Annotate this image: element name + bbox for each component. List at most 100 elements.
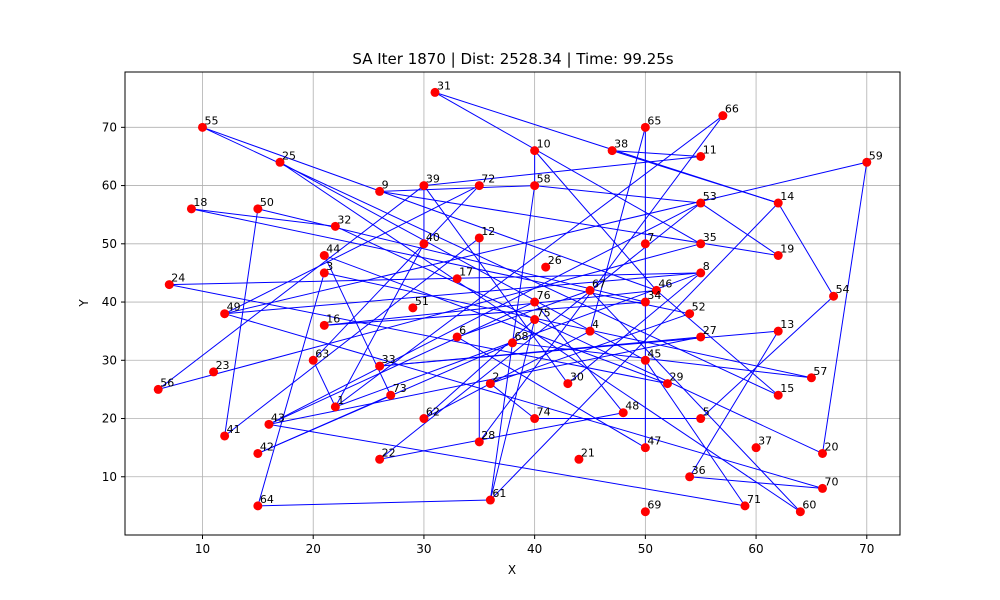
city-label-22: 22 <box>382 446 396 459</box>
city-label-59: 59 <box>869 149 883 162</box>
city-point-34 <box>640 297 650 307</box>
city-point-10 <box>530 146 540 156</box>
route-segment <box>324 301 646 326</box>
route-segment <box>423 155 701 187</box>
route-segment <box>478 115 724 443</box>
city-point-42 <box>253 448 263 458</box>
city-label-31: 31 <box>437 79 451 92</box>
city-point-26 <box>541 262 551 272</box>
route-segment <box>157 185 425 390</box>
route-segment <box>224 272 701 315</box>
city-label-62: 62 <box>426 406 440 419</box>
city-label-54: 54 <box>836 283 850 296</box>
city-label-2: 2 <box>492 371 499 384</box>
city-label-61: 61 <box>492 487 506 500</box>
route-segment <box>490 313 690 385</box>
city-point-51 <box>408 303 418 313</box>
city-point-48 <box>618 408 628 418</box>
city-label-32: 32 <box>337 213 351 226</box>
route-segment <box>335 225 823 454</box>
city-label-43: 43 <box>271 411 285 424</box>
city-point-20 <box>818 448 827 458</box>
city-label-19: 19 <box>780 242 794 255</box>
route-segment <box>224 237 480 437</box>
city-label-45: 45 <box>647 347 661 360</box>
city-point-32 <box>330 221 340 231</box>
city-point-66 <box>718 111 728 121</box>
city-point-59 <box>862 157 872 167</box>
city-label-34: 34 <box>647 289 661 302</box>
city-label-65: 65 <box>647 114 661 127</box>
city-point-24 <box>164 280 174 290</box>
y-tick-label: 70 <box>102 120 117 134</box>
city-label-71: 71 <box>747 493 761 506</box>
city-point-52 <box>685 309 695 319</box>
route-segment <box>589 290 801 513</box>
city-label-33: 33 <box>382 353 396 366</box>
route-segment <box>224 208 259 437</box>
route-segment <box>324 254 668 385</box>
y-tick-label: 20 <box>102 412 117 426</box>
route-segment <box>534 301 624 414</box>
city-label-23: 23 <box>216 359 230 372</box>
route-segment <box>324 272 812 379</box>
city-point-33 <box>375 361 385 371</box>
route-segment <box>324 289 657 326</box>
city-point-76 <box>530 297 540 307</box>
axis-ticks: 10 20 30 40 50 60 70 10 20 30 40 50 60 70 <box>102 120 875 556</box>
city-point-19 <box>773 250 783 260</box>
city-point-73 <box>386 390 396 400</box>
city-label-52: 52 <box>692 301 706 314</box>
city-point-69 <box>640 507 650 517</box>
route-segment <box>822 162 868 454</box>
city-point-50 <box>253 204 263 214</box>
city-label-3: 3 <box>326 260 333 273</box>
y-tick-label: 30 <box>102 353 117 367</box>
city-label-51: 51 <box>415 295 429 308</box>
city-label-42: 42 <box>260 440 274 453</box>
city-point-74 <box>530 414 540 424</box>
route-segment <box>158 243 701 390</box>
city-label-55: 55 <box>205 114 219 127</box>
city-point-15 <box>773 390 783 400</box>
city-label-17: 17 <box>459 266 473 279</box>
city-label-56: 56 <box>160 376 174 389</box>
chart-title: SA Iter 1870 | Dist: 2528.34 | Time: 99.… <box>352 50 673 68</box>
city-label-44: 44 <box>326 242 340 255</box>
route-lines <box>157 91 868 513</box>
route-segment <box>490 383 535 419</box>
city-label-21: 21 <box>581 446 595 459</box>
city-label-69: 69 <box>647 499 661 512</box>
city-point-13 <box>773 326 783 336</box>
x-tick-label: 30 <box>416 542 431 556</box>
city-label-40: 40 <box>426 231 440 244</box>
route-segment <box>323 255 392 396</box>
city-label-8: 8 <box>703 260 710 273</box>
route-segment <box>279 161 801 513</box>
city-point-61 <box>485 495 495 505</box>
route-segment <box>689 476 823 489</box>
city-label-30: 30 <box>570 371 584 384</box>
route-segment <box>334 243 425 408</box>
city-label-1: 1 <box>337 394 344 407</box>
city-label-7: 7 <box>647 231 654 244</box>
route-segment <box>224 185 480 315</box>
city-label-36: 36 <box>692 464 706 477</box>
city-point-53 <box>696 198 706 208</box>
city-label-46: 46 <box>658 277 672 290</box>
city-point-28 <box>474 437 484 447</box>
city-point-72 <box>474 181 484 191</box>
city-label-76: 76 <box>537 289 551 302</box>
y-tick-label: 50 <box>102 237 117 251</box>
city-point-30 <box>563 379 573 389</box>
city-label-24: 24 <box>171 272 185 285</box>
x-tick-label: 70 <box>859 542 874 556</box>
city-point-1 <box>330 402 340 412</box>
route-segment <box>456 336 646 449</box>
route-segment <box>191 208 690 315</box>
city-label-10: 10 <box>537 138 551 151</box>
route-segment <box>202 126 779 396</box>
city-point-56 <box>153 384 163 394</box>
city-label-57: 57 <box>813 365 827 378</box>
city-point-17 <box>452 274 462 284</box>
